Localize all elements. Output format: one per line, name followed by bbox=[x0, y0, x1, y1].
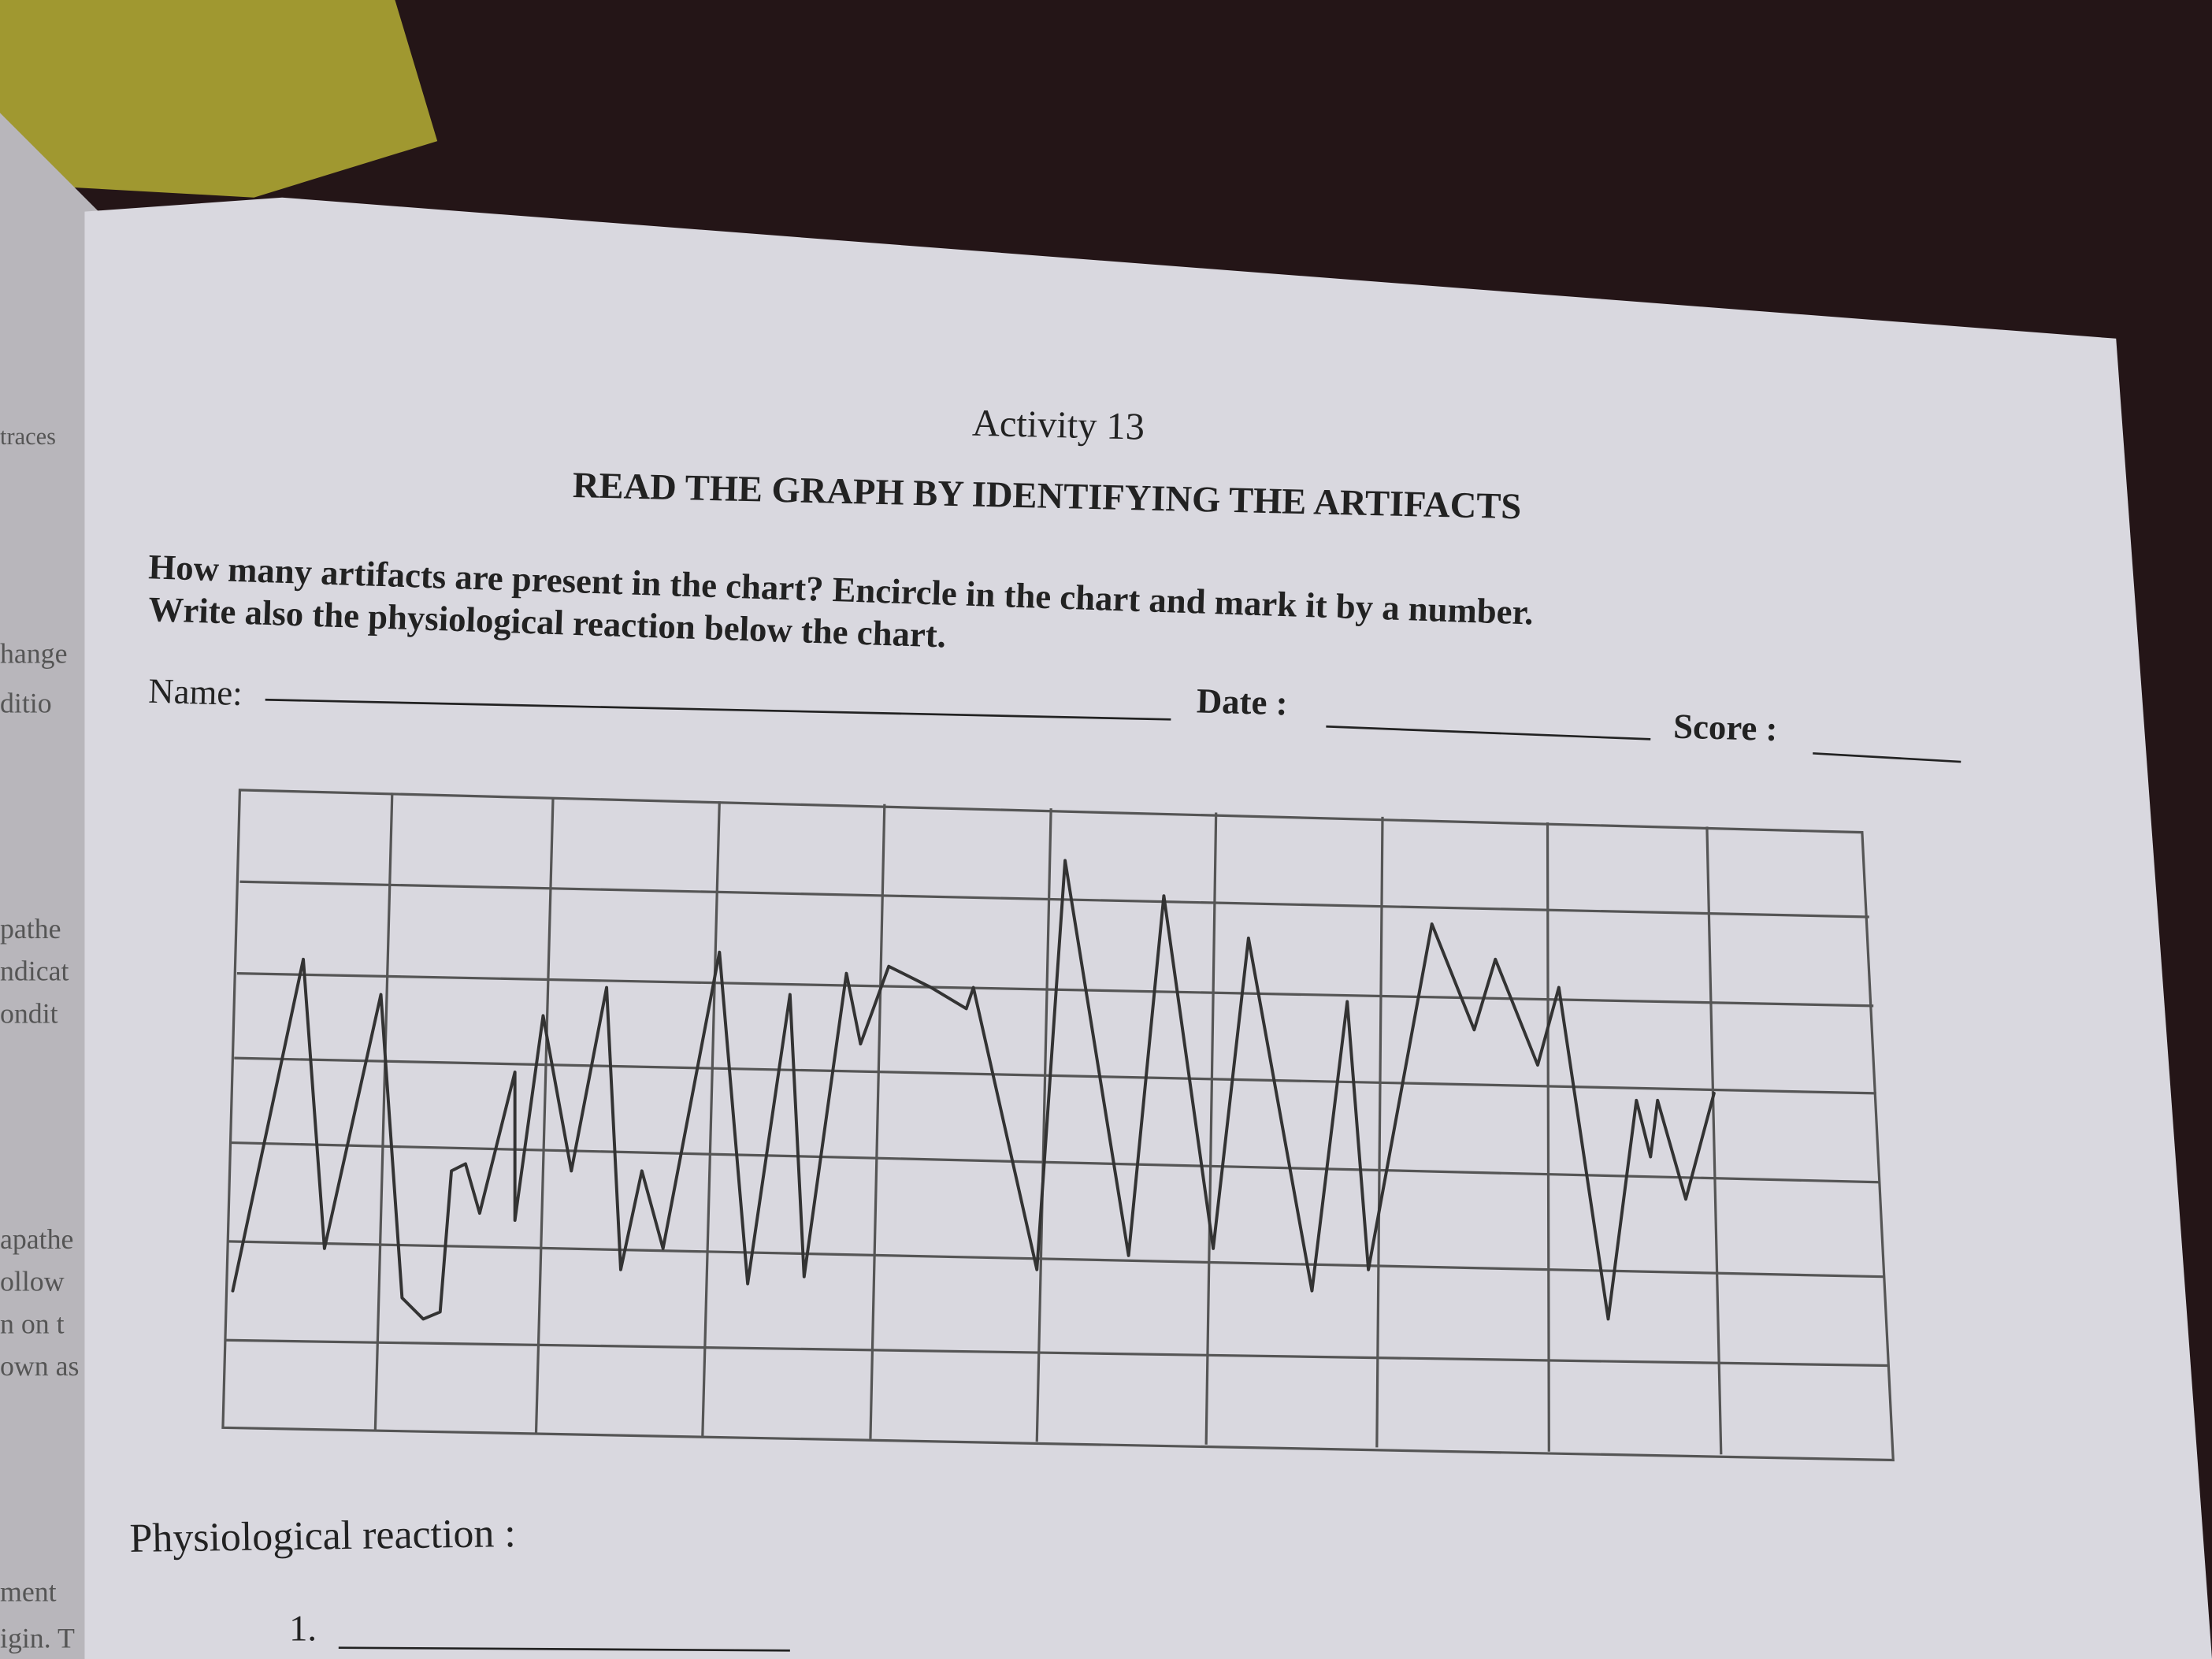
left-text: ollow bbox=[0, 1266, 65, 1297]
name-label: Name: bbox=[148, 671, 243, 713]
left-text: ndicat bbox=[0, 956, 69, 987]
name-line bbox=[265, 698, 1171, 721]
yellow-object bbox=[0, 0, 438, 198]
waveform bbox=[231, 859, 1716, 1321]
left-page bbox=[0, 113, 99, 1659]
left-text: ment bbox=[0, 1576, 57, 1608]
left-text: ondit bbox=[0, 997, 58, 1029]
left-text: n on t bbox=[0, 1308, 65, 1339]
grid-columns bbox=[373, 792, 1723, 1455]
grid-border bbox=[221, 789, 1895, 1462]
left-text: apathe bbox=[0, 1223, 73, 1255]
left-text: ditio bbox=[0, 687, 52, 718]
left-text: own as bbox=[0, 1350, 79, 1382]
date-label: Date : bbox=[1196, 681, 1288, 722]
left-text: igin. T bbox=[0, 1623, 75, 1654]
left-text: hange bbox=[0, 638, 67, 670]
left-text: pathe bbox=[0, 913, 61, 945]
reaction-item: 1. bbox=[289, 1609, 317, 1650]
date-line bbox=[1326, 725, 1651, 740]
left-text: traces bbox=[0, 423, 56, 450]
activity-label: Activity 13 bbox=[971, 403, 1145, 448]
score-line bbox=[1813, 752, 1961, 763]
answer-line bbox=[338, 1646, 790, 1652]
right-page bbox=[84, 197, 2212, 1659]
score-label: Score : bbox=[1673, 707, 1778, 748]
reaction-label: Physiological reaction : bbox=[129, 1511, 516, 1561]
